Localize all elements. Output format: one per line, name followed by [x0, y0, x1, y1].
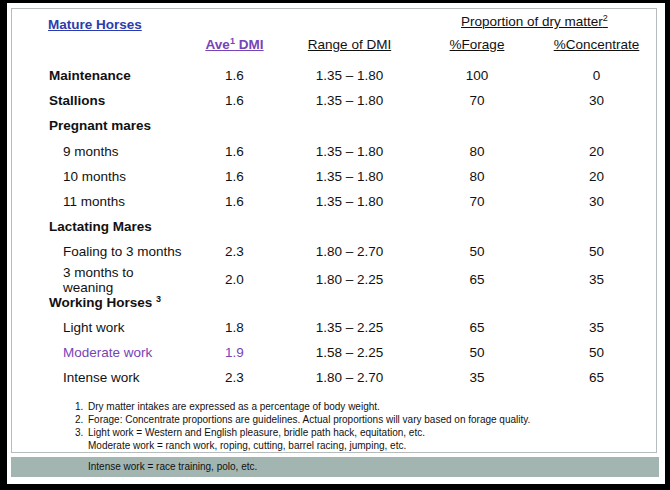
- ave-dmi-value: 1.6: [187, 194, 282, 209]
- footnote-3-marker: 3: [156, 293, 161, 303]
- table-row: Intense work2.31.80 – 2.703565: [12, 365, 656, 390]
- ave-dmi-value: 1.6: [187, 169, 282, 184]
- ave-dmi-value: 1.6: [187, 144, 282, 159]
- range-value: 1.80 – 2.25: [282, 272, 417, 287]
- concentrate-value: 0: [537, 68, 656, 83]
- table-row: Lactating Mares: [12, 214, 656, 239]
- footnote-text: Dry matter intakes are expressed as a pe…: [88, 401, 380, 412]
- range-value: 1.35 – 1.80: [282, 169, 417, 184]
- range-value: 1.80 – 2.70: [282, 244, 417, 259]
- column-header-row: Ave1 DMI Range of DMI %Forage %Concentra…: [12, 37, 656, 52]
- row-label: 11 months: [12, 194, 187, 209]
- concentrate-value: 20: [537, 144, 656, 159]
- range-of-dmi-column-header: Range of DMI: [282, 37, 417, 52]
- highlighted-footnote-row: Intense work = race training, polo, etc.: [11, 457, 659, 477]
- range-value: 1.35 – 1.80: [282, 93, 417, 108]
- row-label: Stallions: [12, 93, 187, 108]
- forage-value: 65: [417, 272, 537, 287]
- concentrate-value: 30: [537, 194, 656, 209]
- row-label: Pregnant mares: [12, 118, 187, 133]
- footnote-text: Light work = Western and English pleasur…: [88, 427, 425, 438]
- ave-dmi-value: 1.6: [187, 68, 282, 83]
- row-label: 3 months to weaning: [12, 265, 187, 295]
- table-row: Moderate work1.91.58 – 2.255050: [12, 340, 656, 365]
- ave-label: Ave: [206, 37, 230, 52]
- ave-dmi-value: 2.3: [187, 244, 282, 259]
- table-row: 3 months to weaning2.01.80 – 2.256535: [12, 265, 656, 290]
- row-label: Foaling to 3 months: [12, 244, 187, 259]
- footnote-line: 2.Forage: Concentrate proportions are gu…: [12, 413, 656, 426]
- forage-value: 65: [417, 320, 537, 335]
- label-column-header: [12, 37, 187, 52]
- concentrate-value: 65: [537, 370, 656, 385]
- footnote-text: Forage: Concentrate proportions are guid…: [88, 414, 530, 425]
- concentrate-value: 50: [537, 244, 656, 259]
- row-label: 9 months: [12, 144, 187, 159]
- concentrate-value: 20: [537, 169, 656, 184]
- ave-dmi-value: 1.8: [187, 320, 282, 335]
- table-row: 11 months1.61.35 – 1.807030: [12, 189, 656, 214]
- table-row: Pregnant mares: [12, 113, 656, 138]
- footnote-line: Intense work = race training, polo, etc.: [11, 457, 659, 477]
- ave-dmi-value: 2.3: [187, 370, 282, 385]
- proportion-of-dry-matter-header: Proportion of dry matter2: [461, 14, 608, 29]
- forage-value: 70: [417, 194, 537, 209]
- footnote-text: Moderate work = ranch work, roping, cutt…: [88, 440, 406, 451]
- table-row: 9 months1.61.35 – 1.808020: [12, 139, 656, 164]
- range-value: 1.35 – 1.80: [282, 144, 417, 159]
- forage-value: 35: [417, 370, 537, 385]
- table-body: Maintenance1.61.35 – 1.801000Stallions1.…: [12, 63, 656, 390]
- concentrate-value: 35: [537, 272, 656, 287]
- forage-value: 80: [417, 169, 537, 184]
- range-value: 1.35 – 2.25: [282, 320, 417, 335]
- footnote-2-marker: 2: [603, 13, 608, 23]
- footnote-number: 3.: [75, 426, 88, 439]
- footnote-line: 1.Dry matter intakes are expressed as a …: [12, 400, 656, 413]
- footnote-line: 3.Light work = Western and English pleas…: [12, 426, 656, 439]
- concentrate-value: 35: [537, 320, 656, 335]
- ave-dmi-value: 2.0: [187, 272, 282, 287]
- forage-value: 80: [417, 144, 537, 159]
- forage-value: 70: [417, 93, 537, 108]
- forage-column-header: %Forage: [417, 37, 537, 52]
- row-label: Lactating Mares: [12, 219, 187, 234]
- table-row: Light work1.81.35 – 2.256535: [12, 315, 656, 340]
- row-label: Light work: [12, 320, 187, 335]
- proportion-label: Proportion of dry matter: [461, 14, 603, 29]
- ave-dmi-value: 1.6: [187, 93, 282, 108]
- ave-dmi-value[interactable]: 1.9: [187, 345, 282, 360]
- row-label: Maintenance: [12, 68, 187, 83]
- mature-horses-link[interactable]: Mature Horses: [48, 17, 142, 32]
- footnote-number: 2.: [75, 413, 88, 426]
- range-value: 1.35 – 1.80: [282, 68, 417, 83]
- concentrate-value: 50: [537, 345, 656, 360]
- row-label[interactable]: Moderate work: [12, 345, 187, 360]
- ave-dmi-column-header[interactable]: Ave1 DMI: [187, 37, 282, 52]
- range-value: 1.58 – 2.25: [282, 345, 417, 360]
- table-row: Foaling to 3 months2.31.80 – 2.705050: [12, 239, 656, 264]
- row-label: 10 months: [12, 169, 187, 184]
- table-row: Maintenance1.61.35 – 1.801000: [12, 63, 656, 88]
- range-value: 1.35 – 1.80: [282, 194, 417, 209]
- row-label: Working Horses 3: [12, 295, 187, 310]
- concentrate-value: 30: [537, 93, 656, 108]
- forage-value: 100: [417, 68, 537, 83]
- table-row: 10 months1.61.35 – 1.808020: [12, 164, 656, 189]
- forage-value: 50: [417, 244, 537, 259]
- dmi-label: DMI: [235, 37, 264, 52]
- row-label: Intense work: [12, 370, 187, 385]
- range-value: 1.80 – 2.70: [282, 370, 417, 385]
- page-frame: Mature Horses Proportion of dry matter2 …: [0, 0, 670, 490]
- forage-value: 50: [417, 345, 537, 360]
- dmi-table: Mature Horses Proportion of dry matter2 …: [11, 8, 657, 453]
- concentrate-column-header: %Concentrate: [537, 37, 656, 52]
- footnote-line: Moderate work = ranch work, roping, cutt…: [12, 439, 656, 452]
- footnotes: 1.Dry matter intakes are expressed as a …: [12, 400, 656, 452]
- footnote-number: 1.: [75, 400, 88, 413]
- table-row: Stallions1.61.35 – 1.807030: [12, 88, 656, 113]
